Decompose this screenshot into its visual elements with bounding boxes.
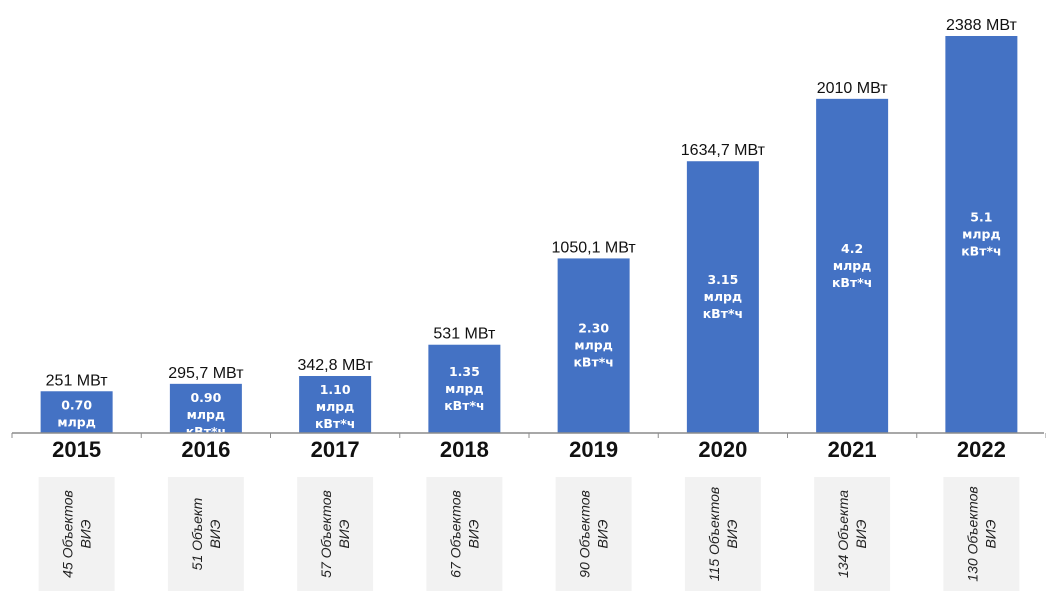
value-label: 1634,7 МВт xyxy=(681,142,766,159)
generation-value: 0.70 xyxy=(61,397,92,412)
year-tick-label: 2022 xyxy=(957,437,1006,462)
objects-count-label: 90 Объектов xyxy=(577,490,593,578)
generation-unit-line1: млрд xyxy=(316,399,354,414)
generation-unit-line2: кВт*ч xyxy=(961,244,1001,259)
objects-type-label: ВИЭ xyxy=(78,519,94,548)
objects-type-label: ВИЭ xyxy=(207,519,223,548)
objects-count-label: 130 Объектов xyxy=(964,486,980,581)
bar-2021 xyxy=(816,98,889,433)
objects-count-label: 57 Объектов xyxy=(318,490,334,578)
year-tick-label: 2018 xyxy=(440,437,489,462)
objects-box xyxy=(426,477,503,591)
generation-unit-line1: млрд xyxy=(445,381,483,396)
generation-value: 1.35 xyxy=(449,364,480,379)
objects-type-label: ВИЭ xyxy=(595,519,611,548)
generation-unit-line1: млрд xyxy=(962,227,1000,242)
value-label: 531 МВт xyxy=(433,326,496,343)
objects-type-label: ВИЭ xyxy=(853,519,869,548)
generation-value: 0.90 xyxy=(190,390,221,405)
value-label: 1050,1 МВт xyxy=(552,239,637,256)
generation-unit-line2: кВт*ч xyxy=(56,431,96,446)
generation-value: 2.30 xyxy=(578,321,609,336)
objects-count-label: 115 Объектов xyxy=(706,487,722,581)
bar-2017 xyxy=(299,376,372,433)
bar-2020 xyxy=(686,161,759,433)
generation-unit-line1: млрд xyxy=(187,407,225,422)
year-tick-label: 2016 xyxy=(181,437,230,462)
year-tick-label: 2015 xyxy=(52,437,101,462)
generation-value: 5.1 xyxy=(970,210,992,225)
objects-type-label: ВИЭ xyxy=(982,519,998,548)
year-tick-label: 2017 xyxy=(311,437,360,462)
bar-2015 xyxy=(40,391,113,433)
bar-2022 xyxy=(945,36,1018,433)
generation-unit-line1: млрд xyxy=(833,258,871,273)
objects-box xyxy=(555,477,632,591)
value-label: 342,8 МВт xyxy=(297,357,373,374)
generation-value: 3.15 xyxy=(707,272,738,287)
bar-2016 xyxy=(169,383,242,433)
generation-unit-line1: млрд xyxy=(574,338,612,353)
year-tick-label: 2021 xyxy=(828,437,877,462)
objects-count-label: 51 Объект xyxy=(189,497,205,570)
objects-box xyxy=(943,477,1020,591)
objects-type-label: ВИЭ xyxy=(724,519,740,548)
objects-box xyxy=(814,477,891,591)
generation-unit-line2: кВт*ч xyxy=(703,306,743,321)
generation-unit-line2: кВт*ч xyxy=(444,398,484,413)
generation-unit-line2: кВт*ч xyxy=(832,275,872,290)
generation-value: 1.10 xyxy=(320,382,351,397)
generation-unit-line1: млрд xyxy=(57,414,95,429)
value-label: 2010 МВт xyxy=(817,80,889,97)
objects-count-label: 45 Объектов xyxy=(60,490,76,578)
year-tick-label: 2020 xyxy=(698,437,747,462)
objects-type-label: ВИЭ xyxy=(336,519,352,548)
value-label: 295,7 МВт xyxy=(168,365,244,382)
value-label: 2388 МВт xyxy=(946,17,1018,34)
objects-box xyxy=(167,477,244,591)
year-tick-label: 2019 xyxy=(569,437,618,462)
generation-unit-line2: кВт*ч xyxy=(573,355,613,370)
objects-count-label: 67 Объектов xyxy=(447,490,463,578)
generation-unit-line1: млрд xyxy=(704,289,742,304)
generation-unit-line2: кВт*ч xyxy=(186,424,226,439)
generation-unit-line2: кВт*ч xyxy=(315,416,355,431)
objects-count-label: 134 Объекта xyxy=(835,490,851,578)
objects-box xyxy=(684,477,761,591)
objects-box xyxy=(38,477,115,591)
generation-value: 4.2 xyxy=(841,241,863,256)
bar-2018 xyxy=(428,344,501,433)
objects-box xyxy=(297,477,374,591)
value-label: 251 МВт xyxy=(46,372,109,389)
bar-2019 xyxy=(557,258,630,433)
objects-type-label: ВИЭ xyxy=(465,519,481,548)
